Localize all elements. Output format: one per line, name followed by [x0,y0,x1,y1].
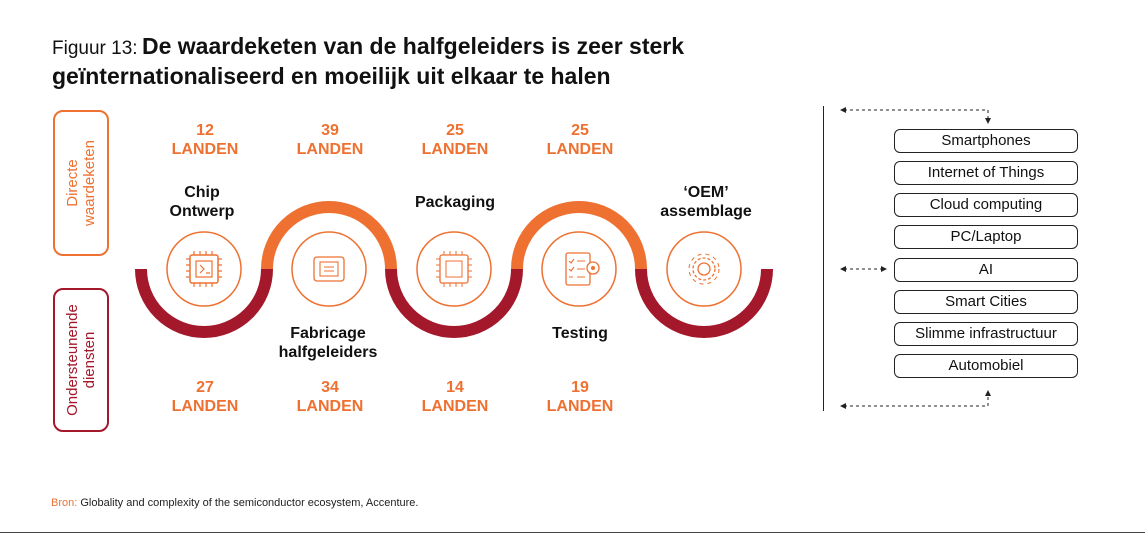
bottom-rule [0,532,1145,533]
wave-segment-orange-2 [511,201,647,270]
bottom-count-fabrication: 34 LANDEN [296,379,364,415]
supporting-services-label: Ondersteunende diensten [53,288,109,432]
application-ai: AI [894,258,1078,282]
figure-number: Figuur 13: [52,38,138,59]
bottom-count-packaging: 14 LANDEN [421,379,489,415]
wave-segment-red-1 [135,268,273,338]
application-pc-laptop: PC/Laptop [894,225,1078,249]
application-smart-cities: Smart Cities [894,290,1078,314]
application-cloud-computing: Cloud computing [894,193,1078,217]
fabrication-icon [291,231,367,307]
source-note: Bron: Globality and complexity of the se… [51,497,418,509]
testing-clipboard-icon [541,231,617,307]
wave-segment-red-2 [385,268,523,338]
direct-value-chain-label: Directe waardeketen [53,110,109,256]
source-text: Globality and complexity of the semicond… [80,497,419,509]
dashed-arrow-middle [840,266,887,272]
application-smartphones: Smartphones [894,129,1078,153]
chip-design-icon [166,231,242,307]
step-testing: Testing [552,325,608,342]
step-oem-assembly: ‘OEM’ assemblage [660,184,752,220]
step-fabrication: Fabricage halfgeleiders [278,325,378,361]
source-label: Bron: [51,497,78,509]
packaging-chip-icon [416,231,492,307]
wave-segment-orange-1 [261,201,397,270]
dashed-arrow-bottom [840,390,991,409]
top-count-chip-design: 12 LANDEN [171,122,239,158]
bottom-count-chip-design: 27 LANDEN [171,379,239,415]
top-count-testing: 25 LANDEN [546,122,614,158]
application-internet-of-things: Internet of Things [894,161,1078,185]
step-chip-design: Chip Ontwerp [169,184,235,220]
dashed-arrow-top [840,107,991,124]
top-count-packaging: 25 LANDEN [421,122,489,158]
vertical-divider [823,106,824,411]
gear-assembly-icon [666,231,742,307]
step-packaging: Packaging [414,194,496,211]
figure-heading: De waardeketen van de halfgeleiders is z… [52,33,685,89]
bottom-count-testing: 19 LANDEN [546,379,614,415]
figure-title: Figuur 13: De waardeketen van de halfgel… [52,33,812,93]
application-smart-infrastructure: Slimme infrastructuur [894,322,1078,346]
wave-segment-red-3 [635,268,773,338]
top-count-fabrication: 39 LANDEN [296,122,364,158]
application-automotive: Automobiel [894,354,1078,378]
